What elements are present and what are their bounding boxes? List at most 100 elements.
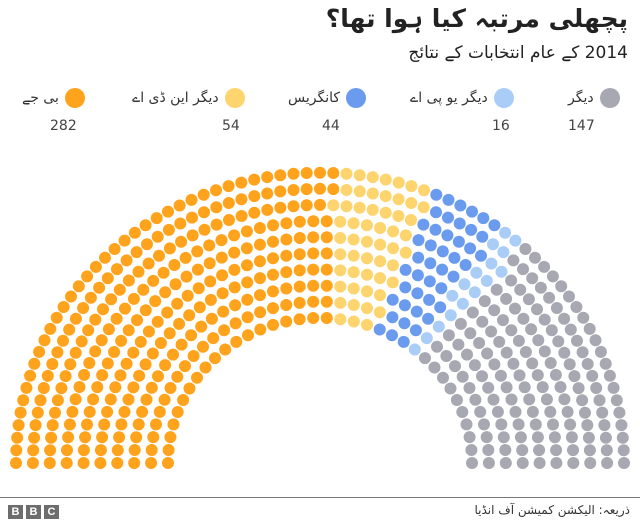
seat-dot [481,347,494,360]
legend-label: بی جے [22,90,59,106]
seat-dot [230,335,243,348]
seat-dot [581,358,594,370]
seat-dot [480,431,493,444]
seat-dot [465,223,478,236]
seat-dot [531,303,543,316]
seat-dot [526,272,539,285]
seat-dot [579,406,591,419]
seat-dot [293,264,306,277]
seat-dot [161,306,174,319]
seat-dot [327,167,340,179]
seat-dot [616,431,629,444]
seat-dot [261,171,274,184]
seat-dot [464,242,477,255]
seat-dot [222,197,235,209]
seat-dot [459,259,472,271]
seat-dot [171,297,184,310]
seat-dot [171,406,184,418]
seat-dot [274,185,287,198]
seat-dot [429,223,442,236]
seat-dot [307,247,320,260]
seat-dot [613,406,626,419]
seat-dot [130,246,143,259]
seat-dot [353,185,366,198]
legend-label: دیگر این ڈی اے [132,90,219,106]
seat-dot [120,357,133,370]
seat-dot [69,346,82,359]
seat-dot [191,263,204,276]
seat-dot [287,200,300,213]
seat-dot [307,215,320,228]
seat-dot [488,358,501,371]
seat-dot [131,314,143,327]
seat-dot [572,382,585,395]
seat-dot [546,270,559,283]
seat-dot [334,264,347,277]
seat-dot [293,280,306,293]
seat-dot [476,315,489,328]
seat-dot [204,293,217,306]
seat-dot [142,257,155,270]
seat-dot [593,394,606,407]
seat-dot [94,457,107,469]
seat-dot [177,394,190,406]
seat-dot [392,176,405,189]
seat-dot [379,173,392,186]
legend-item-other-upa: دیگر یو پی اے [410,88,514,108]
logo-letter: C [44,505,59,519]
seat-dot [127,292,140,305]
seat-dot [475,249,487,262]
seat-dot [417,201,430,214]
seat-dot [97,303,109,316]
seat-dot [102,323,115,336]
seat-dot [512,418,525,431]
seat-dot [334,248,347,261]
seat-dot [386,293,399,306]
seat-dot [586,369,599,382]
seat-dot [130,431,143,444]
seat-dot [607,381,620,394]
seat-dot [533,457,546,469]
seat-dot [387,225,400,238]
seat-dot [133,369,146,382]
seat-dot [456,406,469,418]
seat-dot [229,317,242,330]
bbc-logo: B B C [8,505,59,519]
seat-dot [494,369,507,382]
seat-dot [410,305,423,318]
seat-dot [581,419,594,432]
seat-dot [43,457,56,469]
seat-dot [327,199,340,212]
seat-dot [347,282,360,295]
seat-dot [449,360,461,373]
seat-dot [132,418,145,431]
seat-dot [567,457,580,469]
seat-dot [307,279,320,292]
seat-dot [280,233,293,246]
seat-dot [320,263,333,276]
seat-dot [33,345,46,358]
seat-dot [209,352,221,365]
seat-dot [554,381,567,393]
seat-dot [347,217,360,230]
seat-dot [79,431,92,444]
seat-dot [517,263,529,276]
seat-dot [555,280,568,293]
seat-dot [192,282,205,295]
seat-dot [27,444,40,457]
seat-dot [561,405,574,418]
seat-dot [423,275,436,288]
seat-dot [217,305,230,318]
seat-dot [132,265,145,278]
seat-dot [141,238,153,251]
seat-dot [61,444,73,457]
seat-dot [464,327,477,340]
seat-dot [82,324,95,337]
parliament-chart [10,166,630,469]
seat-dot [478,295,491,308]
seat-dot [83,357,96,369]
seat-dot [538,313,551,326]
seat-dot [108,346,121,358]
seat-dot [334,313,347,326]
seat-dot [461,348,473,361]
